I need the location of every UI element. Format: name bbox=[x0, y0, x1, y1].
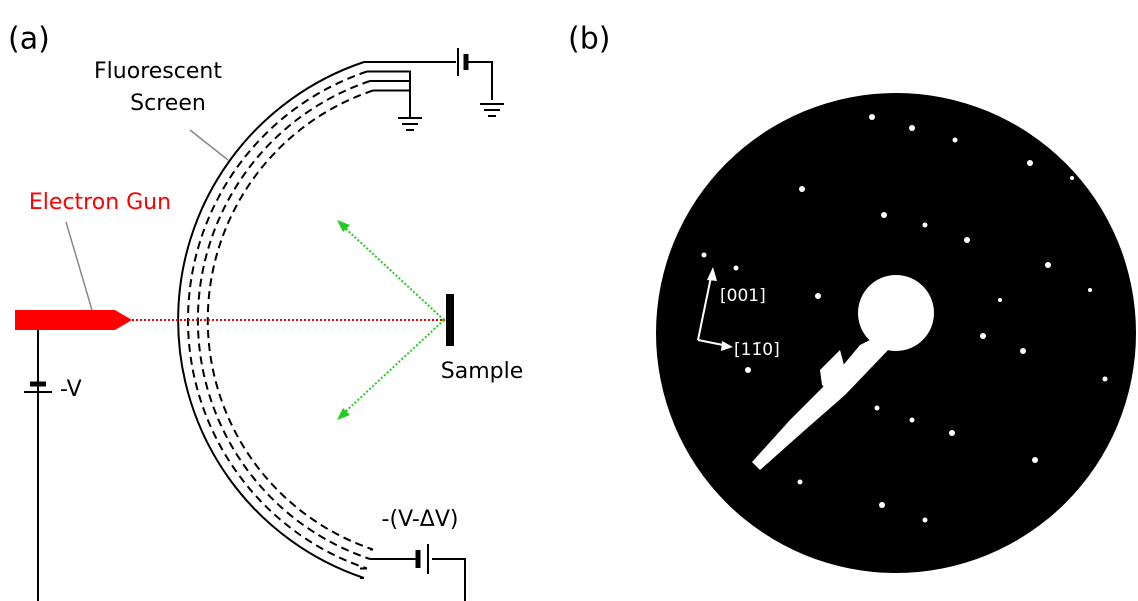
leader bbox=[66, 222, 92, 310]
voltage-label: -(V-ΔV) bbox=[382, 507, 459, 532]
figure: (a) Fluorescent Screen Electron Gun -V S… bbox=[0, 0, 1138, 601]
wire bbox=[360, 550, 465, 601]
ground bbox=[480, 104, 504, 116]
screen-label: Screen bbox=[130, 91, 206, 116]
sample-shadow bbox=[858, 275, 934, 351]
ground bbox=[398, 118, 422, 130]
electron-gun bbox=[15, 310, 132, 330]
sample bbox=[446, 294, 454, 346]
sample-label: Sample bbox=[441, 359, 524, 384]
diffracted-beam bbox=[344, 227, 444, 320]
arrowhead bbox=[337, 220, 350, 232]
panel-label: (a) bbox=[8, 22, 50, 57]
arrowhead bbox=[337, 408, 350, 420]
screen-label: Fluorescent bbox=[94, 59, 222, 84]
leader bbox=[190, 130, 228, 160]
panel-label: (b) bbox=[568, 22, 610, 57]
gun-label: Electron Gun bbox=[29, 190, 171, 215]
axis-label: [001] bbox=[720, 286, 766, 306]
axis-label: [11̄0] bbox=[734, 340, 780, 360]
diffracted-beam bbox=[344, 320, 444, 413]
panel-b bbox=[656, 93, 1136, 573]
voltage-label: -V bbox=[60, 377, 82, 402]
wire bbox=[367, 72, 410, 119]
